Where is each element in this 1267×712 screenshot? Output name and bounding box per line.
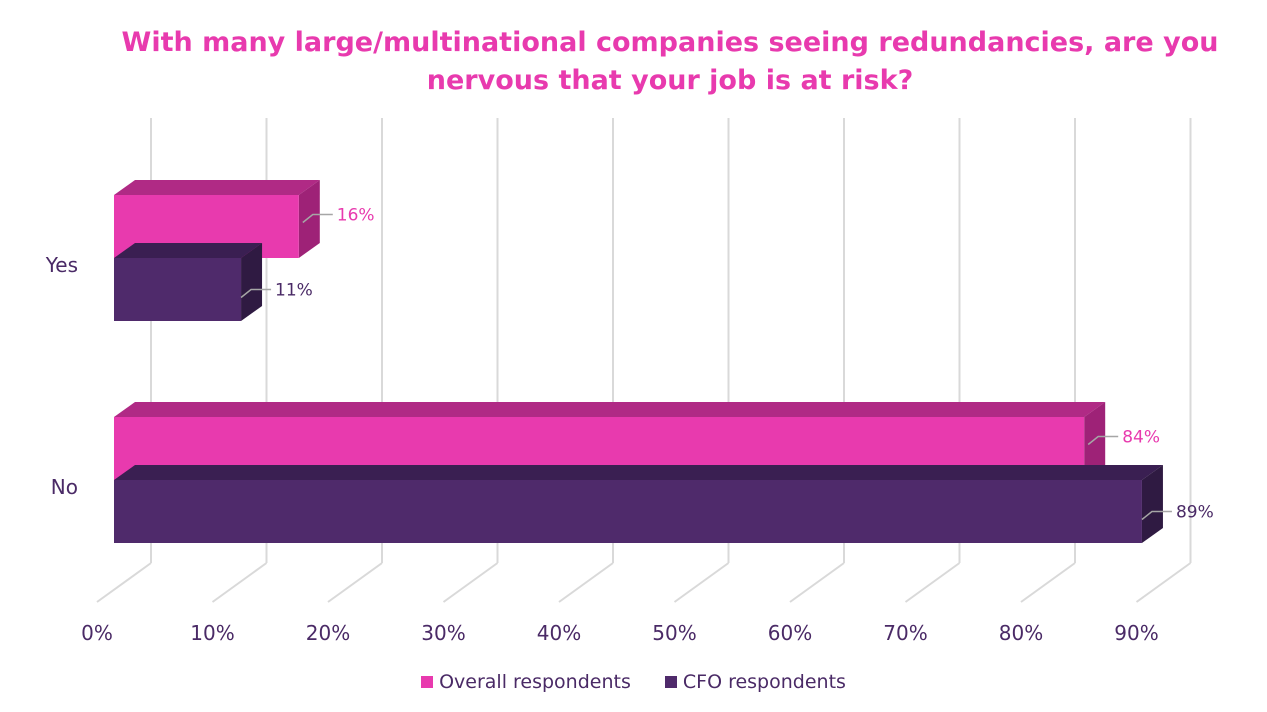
floor-gridline	[1020, 562, 1076, 603]
legend-item-overall: Overall respondents	[421, 671, 631, 693]
floor-gridline	[673, 562, 730, 603]
bar	[114, 480, 1142, 543]
legend-swatch-overall	[421, 676, 434, 688]
x-tick-label: 60%	[768, 621, 812, 645]
x-tick-label: 40%	[537, 621, 581, 645]
bar-side-face	[1141, 465, 1163, 543]
x-tick-label: 0%	[81, 621, 113, 645]
bar-top-face	[114, 465, 1163, 480]
legend-label-overall: Overall respondents	[439, 671, 631, 693]
bar	[114, 258, 242, 321]
legend: Overall respondents CFO respondents	[0, 671, 1267, 693]
data-label: 89%	[1176, 503, 1214, 523]
bar-side-face	[1084, 402, 1106, 480]
x-tick-label: 20%	[306, 621, 350, 645]
data-label-leader	[240, 288, 272, 299]
bar-side-face	[241, 243, 263, 321]
category-label: No	[51, 475, 78, 499]
x-tick-label: 50%	[652, 621, 696, 645]
floor-gridline	[442, 562, 499, 603]
data-label: 16%	[337, 206, 375, 226]
x-tick-label: 80%	[999, 621, 1043, 645]
bar-top-face	[114, 243, 263, 258]
x-tick-label: 90%	[1114, 621, 1158, 645]
bar-top-face	[114, 402, 1106, 417]
legend-item-cfo: CFO respondents	[664, 671, 846, 693]
chart-title: With many large/multinational companies …	[121, 27, 1219, 96]
legend-label-cfo: CFO respondents	[682, 671, 846, 693]
floor-gridline	[558, 562, 614, 603]
floor-gridline	[327, 562, 383, 603]
floor-gridline	[904, 562, 961, 603]
bar-side-face	[298, 180, 320, 258]
x-tick-label: 30%	[421, 621, 465, 645]
floor-gridline	[211, 562, 268, 603]
floor-gridline	[96, 562, 152, 603]
floor-gridline	[789, 562, 845, 603]
data-label-leader	[1141, 510, 1172, 521]
floor-gridline	[1135, 562, 1192, 603]
data-label: 11%	[275, 281, 313, 301]
category-label: Yes	[45, 253, 78, 277]
data-label: 84%	[1122, 428, 1160, 448]
x-tick-label: 10%	[190, 621, 234, 645]
bar-top-face	[114, 180, 320, 195]
data-label-leader	[1087, 435, 1119, 446]
x-tick-label: 70%	[883, 621, 927, 645]
legend-swatch-cfo	[664, 676, 677, 688]
data-label-leader	[302, 213, 333, 224]
